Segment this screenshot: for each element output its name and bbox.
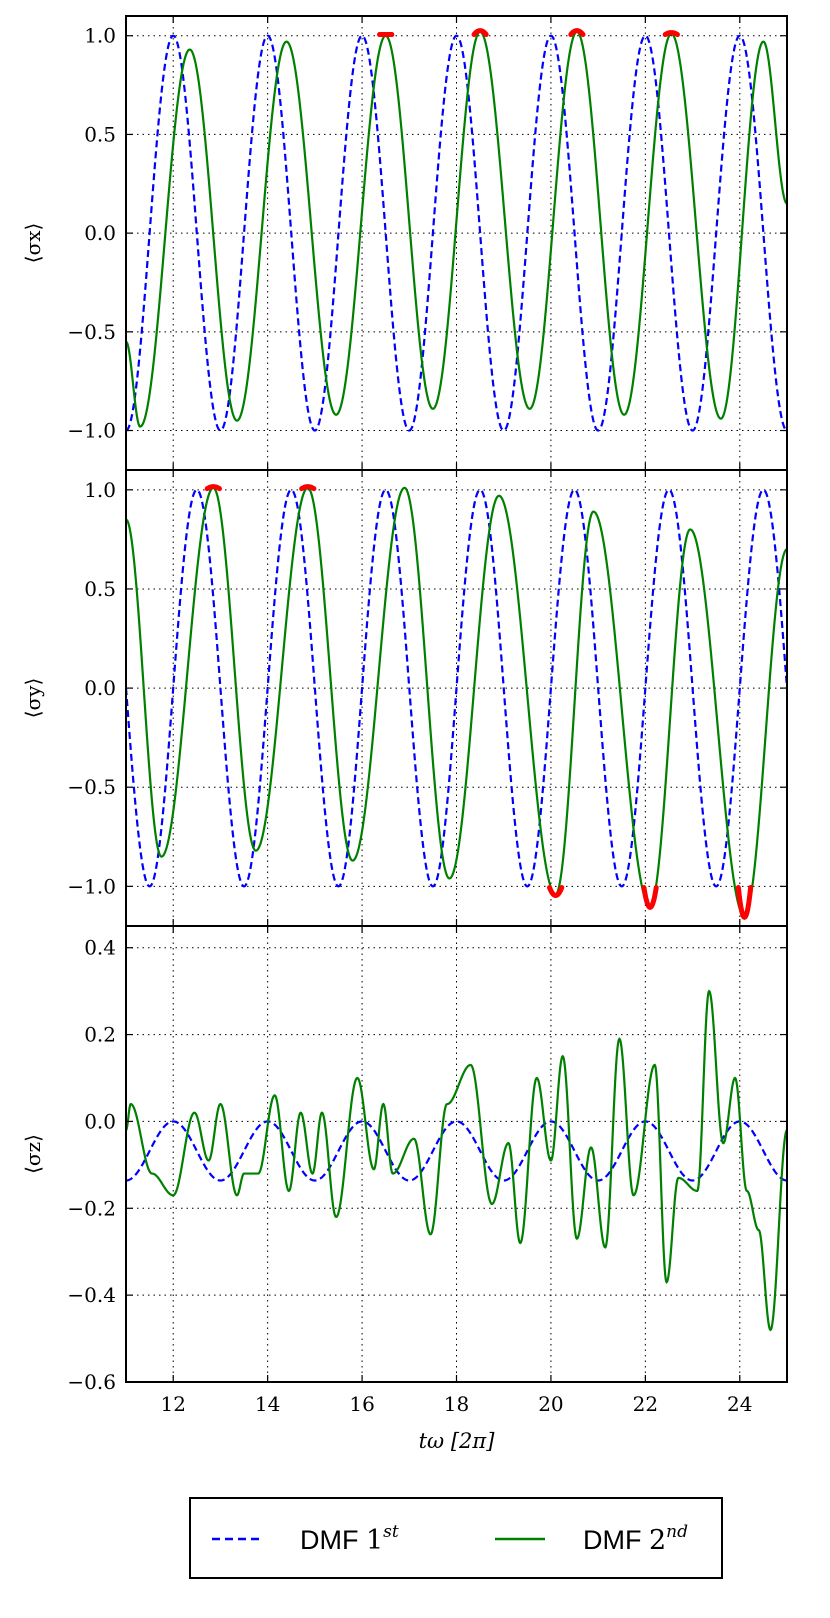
ytick-label: 1.0 xyxy=(84,478,116,502)
ytick-label: 0.0 xyxy=(84,676,116,700)
x-axis-label: tω [2π] xyxy=(419,1429,496,1453)
ytick-label: −0.5 xyxy=(67,775,116,799)
xtick-label: 22 xyxy=(633,1392,658,1416)
panel-bottom: 0.4 0.2 0.0 −0.2 −0.4 −0.6 ⟨σz⟩ 12 14 16 18 20 22 24 t… xyxy=(21,925,788,1453)
ytick-label: 0.5 xyxy=(84,122,116,146)
ytick-label: −1.0 xyxy=(67,874,116,898)
legend-box xyxy=(189,1497,723,1579)
ytick-label: 0.0 xyxy=(84,221,116,245)
ytick-label: 0.5 xyxy=(84,577,116,601)
panel-top: 1.0 0.5 0.0 −0.5 −1.0 ⟨σx⟩ xyxy=(21,15,788,471)
series-dmf-2nd-bottom xyxy=(126,989,787,1332)
ytick-label: −0.6 xyxy=(67,1370,116,1394)
overshoot-marker xyxy=(662,30,680,38)
overshoot-marker xyxy=(735,885,754,921)
plot-frame xyxy=(125,925,788,1383)
legend: DMF 1st DMF 2nd xyxy=(189,1497,723,1579)
xtick-label: 14 xyxy=(255,1392,280,1416)
xtick-label: 18 xyxy=(444,1392,469,1416)
overshoot-marker xyxy=(547,885,565,898)
overshoot-marker xyxy=(204,484,222,492)
series-dmf-1st-bottom xyxy=(126,1120,787,1182)
series-dmf-2nd-top xyxy=(126,30,787,428)
ytick-label: −0.5 xyxy=(67,320,116,344)
ytick-label: −0.2 xyxy=(67,1196,116,1220)
y-axis-label-middle: ⟨σy⟩ xyxy=(21,678,45,719)
panel-middle: 1.0 0.5 0.0 −0.5 −1.0 ⟨σy⟩ xyxy=(21,469,788,927)
ytick-label: 0.4 xyxy=(84,936,116,960)
xtick-label: 24 xyxy=(727,1392,752,1416)
overshoot-marker xyxy=(641,885,659,910)
y-axis-label-bottom: ⟨σz⟩ xyxy=(21,1134,45,1174)
ytick-label: 0.2 xyxy=(84,1023,116,1047)
xtick-label: 16 xyxy=(349,1392,374,1416)
series-dmf-1st-middle xyxy=(126,488,787,888)
series-dmf-2nd-middle xyxy=(126,486,787,918)
overshoot-marker xyxy=(568,28,586,38)
y-axis-label-top: ⟨σx⟩ xyxy=(21,223,45,264)
xtick-label: 20 xyxy=(538,1392,563,1416)
xtick-label: 12 xyxy=(160,1392,185,1416)
overshoot-marker xyxy=(471,28,489,38)
series-dmf-1st-top xyxy=(126,34,787,432)
ytick-label: −0.4 xyxy=(67,1283,116,1307)
legend-label-2: DMF 2nd xyxy=(583,1522,688,1556)
ytick-label: −1.0 xyxy=(67,419,116,443)
ytick-label: 0.0 xyxy=(84,1109,116,1133)
legend-label-1: DMF 1st xyxy=(300,1522,399,1556)
ytick-label: 1.0 xyxy=(84,24,116,48)
overshoot-marker xyxy=(299,484,317,492)
